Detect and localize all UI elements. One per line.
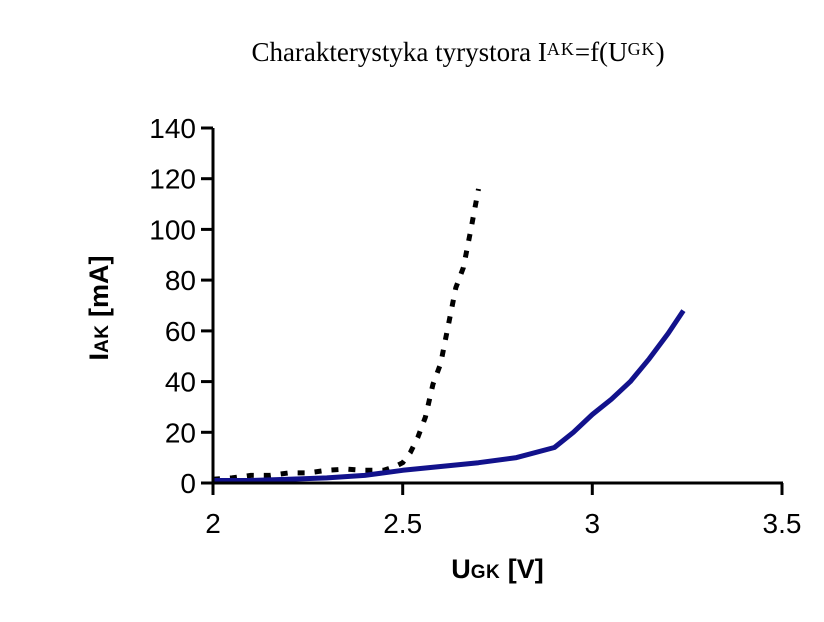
x-tick-label: 2.5: [383, 508, 422, 539]
y-tick-label: 120: [149, 164, 196, 195]
x-axis-label-subscript: GK: [470, 562, 501, 583]
chart-title-subscript-ak: AK: [546, 39, 575, 59]
chart-title-close-paren: ): [655, 37, 665, 67]
x-axis-label: UGK [V]: [213, 554, 782, 585]
series-gate-characteristic-solid: [213, 309, 686, 483]
x-tick-label: 3: [585, 508, 601, 539]
y-axis-label-unit: [mA]: [84, 255, 114, 325]
x-axis-label-unit: [V]: [500, 554, 544, 584]
chart-title-text: Charakterystyka tyrystora I: [251, 37, 547, 67]
chart-title: Charakterystyka tyrystora IAK=f(UGK): [96, 37, 820, 68]
y-tick-label: 40: [165, 367, 196, 398]
y-tick-label: 80: [165, 265, 196, 296]
y-tick-label: 140: [149, 113, 196, 144]
y-axis-label-subscript: AK: [92, 324, 113, 353]
y-tick-label: 0: [180, 468, 196, 499]
chart-title-subscript-gk: GK: [627, 39, 656, 59]
y-tick-label: 60: [165, 316, 196, 347]
y-axis-label-symbol: I: [84, 352, 114, 361]
x-axis-label-symbol: U: [451, 554, 471, 584]
y-axis-label: IAK [mA]: [82, 206, 116, 410]
x-tick-label: 3.5: [763, 508, 802, 539]
chart-title-equation: =f(U: [574, 37, 628, 67]
x-tick-label: 2: [205, 508, 221, 539]
y-tick-label: 20: [165, 417, 196, 448]
series-gate-characteristic-dashed: [212, 188, 481, 482]
y-tick-label: 100: [149, 214, 196, 245]
